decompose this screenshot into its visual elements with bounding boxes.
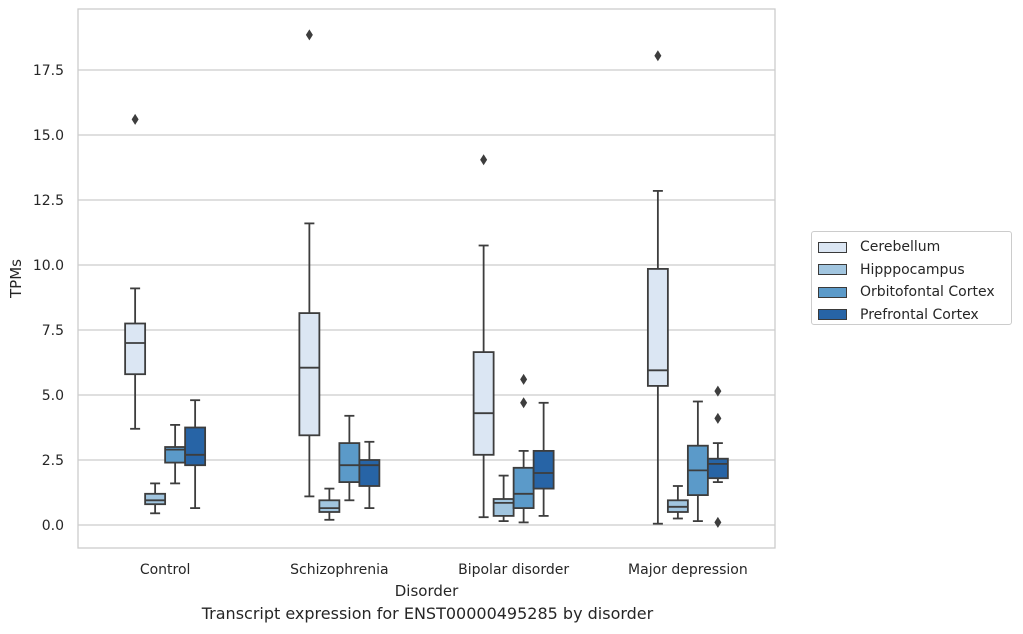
legend-swatch [818, 309, 847, 321]
box-0-3 [646, 50, 669, 525]
y-tick-label: 17.5 [33, 63, 64, 79]
box-body [184, 426, 207, 467]
box-2-2 [512, 373, 535, 524]
box-0-0 [124, 113, 147, 430]
box-body [472, 351, 495, 456]
legend-swatch [818, 264, 847, 276]
outlier-point [714, 385, 722, 397]
box-1-1 [318, 487, 341, 521]
boxes [124, 29, 729, 528]
box-0-2 [472, 154, 495, 519]
y-tick-label: 15.0 [33, 128, 64, 144]
legend-label: Orbitofontal Cortex [860, 284, 995, 301]
legend-item: Prefrontal Cortex [818, 304, 1011, 327]
legend-label: Prefrontal Cortex [860, 306, 979, 323]
box-body [124, 322, 147, 376]
y-tick-labels: 0.0 2.5 5.0 7.5 10.0 12.5 15.0 17.5 [33, 63, 64, 534]
plot-frame [77, 8, 776, 549]
box-body [532, 449, 555, 490]
box-body [706, 457, 729, 480]
outlier-point [305, 29, 313, 41]
box-2-3 [686, 400, 709, 522]
box-body [338, 442, 361, 484]
box-3-1 [358, 440, 381, 510]
outlier-point [131, 113, 139, 125]
legend-label: Cerebellum [860, 239, 941, 256]
box-3-0 [184, 399, 207, 510]
legend: Cerebellum Hipppocampus Orbitofontal Corte… [811, 231, 1012, 325]
box-body [318, 499, 341, 513]
legend-swatch [818, 241, 847, 253]
box-3-3 [706, 385, 729, 528]
x-tick-label: Major depression [628, 562, 748, 578]
y-tick-label: 7.5 [42, 323, 64, 339]
legend-swatch [818, 286, 847, 298]
box-body [492, 498, 515, 517]
box-1-0 [144, 482, 167, 515]
box-3-2 [532, 401, 555, 517]
y-tick-label: 2.5 [42, 453, 64, 469]
legend-label: Hipppocampus [860, 261, 965, 278]
outlier-point [520, 373, 528, 385]
legend-item: Hipppocampus [818, 259, 1011, 282]
x-tick-labels: Control Schizophrenia Bipolar disorder Majo… [140, 562, 748, 578]
box-body [646, 267, 669, 387]
box-2-1 [338, 414, 361, 502]
y-tick-label: 0.0 [42, 518, 64, 534]
y-tick-label: 10.0 [33, 258, 64, 274]
outlier-point [654, 50, 662, 62]
box-body [358, 459, 381, 487]
outlier-point [520, 397, 528, 409]
y-axis-title: TPMs [7, 259, 25, 299]
x-tick-label: Schizophrenia [290, 562, 388, 578]
chart-caption: Transcript expression for ENST0000049528… [201, 604, 654, 623]
x-tick-label: Bipolar disorder [458, 562, 569, 578]
outlier-point [714, 412, 722, 424]
box-body [512, 466, 535, 509]
y-tick-label: 5.0 [42, 388, 64, 404]
box-body [298, 312, 321, 437]
legend-item: Orbitofontal Cortex [818, 281, 1011, 304]
box-1-2 [492, 474, 515, 522]
outlier-point [714, 516, 722, 528]
y-tick-label: 12.5 [33, 193, 64, 209]
box-1-3 [666, 485, 689, 520]
legend-item: Cerebellum [818, 236, 1011, 259]
box-body [144, 492, 167, 506]
x-tick-label: Control [140, 562, 191, 578]
box-2-0 [164, 423, 187, 485]
box-0-1 [298, 29, 321, 498]
outlier-point [480, 154, 488, 166]
x-axis-title: Disorder [395, 582, 459, 600]
